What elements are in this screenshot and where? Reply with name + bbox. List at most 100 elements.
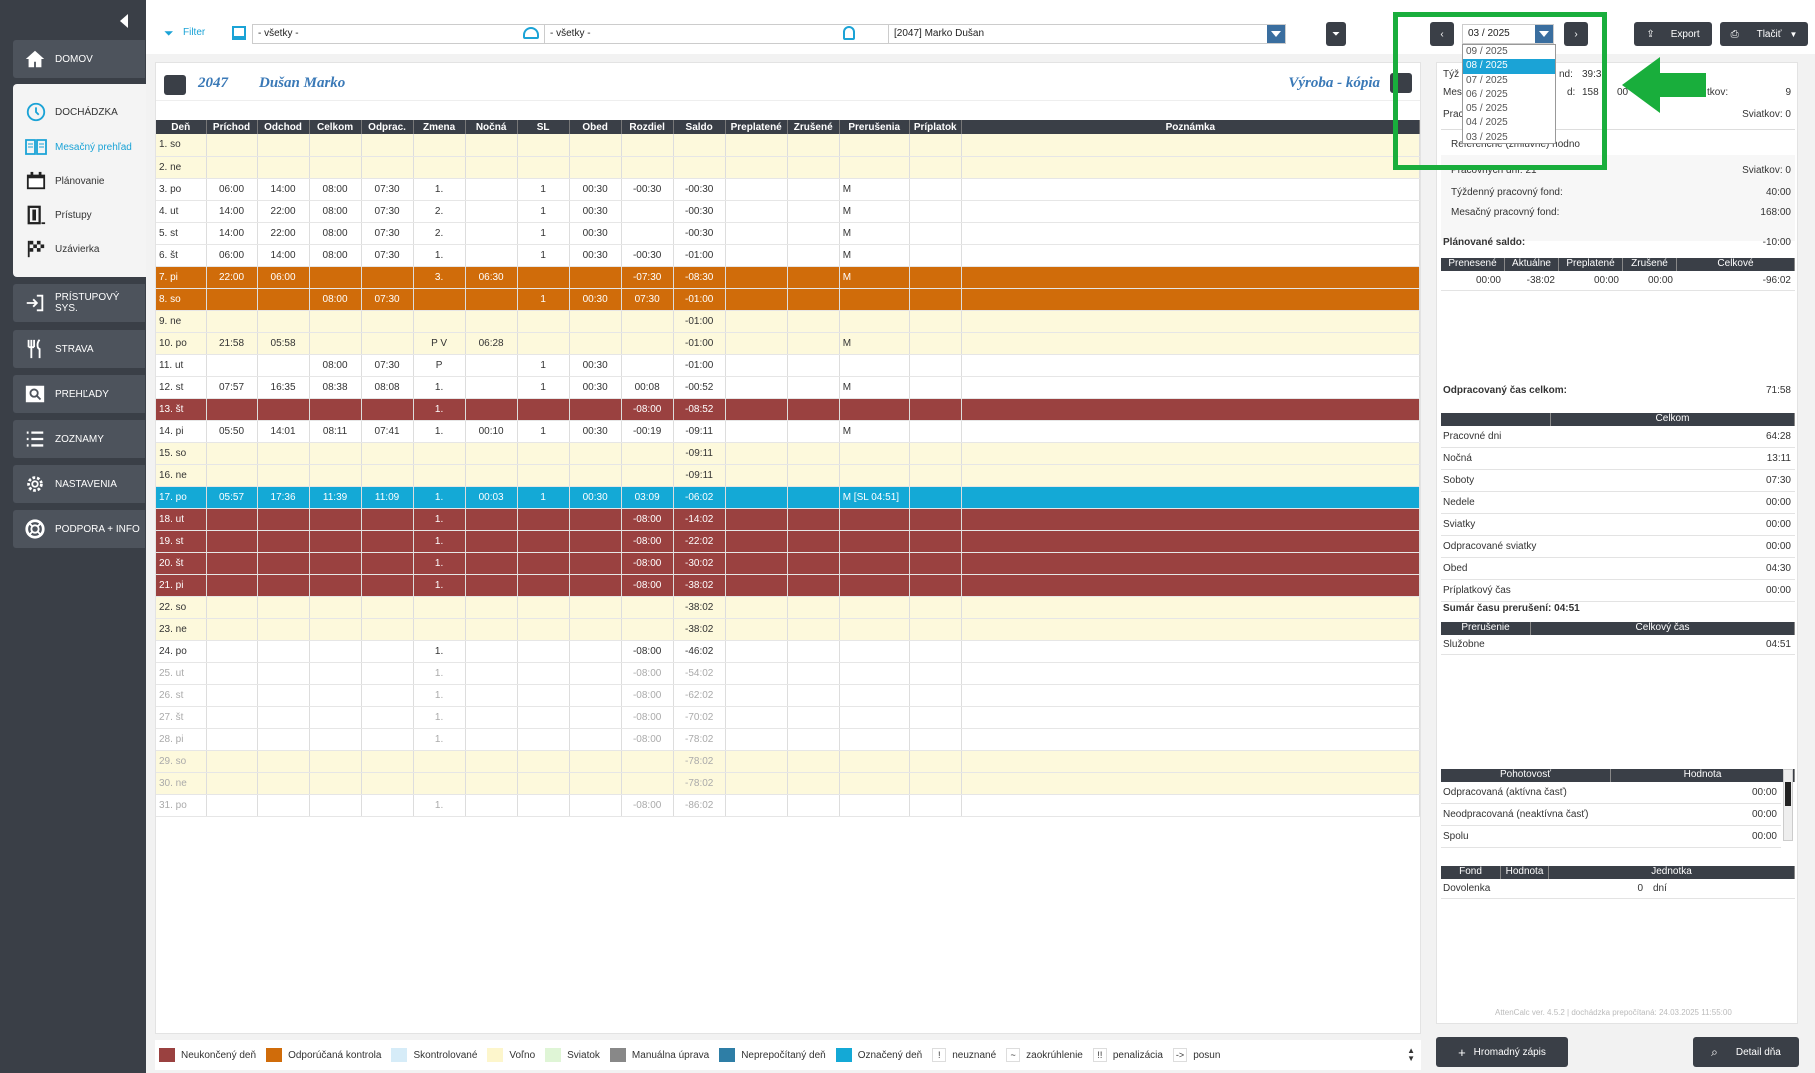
- table-cell[interactable]: [839, 288, 910, 311]
- table-cell[interactable]: 07:30: [621, 288, 674, 311]
- table-cell[interactable]: [206, 288, 258, 311]
- table-cell[interactable]: 05:50: [206, 420, 258, 443]
- table-cell[interactable]: 16. ne: [156, 464, 207, 487]
- table-cell[interactable]: -08:00: [621, 530, 674, 553]
- table-cell[interactable]: [839, 794, 910, 817]
- table-cell[interactable]: [909, 420, 962, 443]
- table-cell[interactable]: [787, 596, 840, 619]
- table-cell[interactable]: 1: [517, 178, 570, 201]
- column-header[interactable]: Prerušenia: [839, 120, 910, 134]
- table-cell[interactable]: [361, 750, 414, 773]
- table-cell[interactable]: [961, 574, 1421, 597]
- table-cell[interactable]: [961, 508, 1421, 531]
- table-cell[interactable]: -62:02: [673, 684, 726, 707]
- table-cell[interactable]: 1.: [413, 376, 466, 399]
- table-cell[interactable]: [361, 530, 414, 553]
- table-cell[interactable]: [569, 398, 622, 421]
- table-row[interactable]: 21. pi 1. -08:00 -38:02: [156, 574, 1421, 597]
- table-cell[interactable]: [465, 750, 518, 773]
- table-cell[interactable]: [361, 794, 414, 817]
- table-row[interactable]: 3. po 06:00 14:00 08:00 07:30 1. 1 00:30 -00:30-…: [156, 178, 1421, 201]
- table-cell[interactable]: [787, 156, 840, 179]
- table-cell[interactable]: [309, 398, 362, 421]
- table-cell[interactable]: [413, 596, 466, 619]
- period-option[interactable]: 05 / 2025: [1466, 103, 1508, 115]
- table-cell[interactable]: [517, 464, 570, 487]
- table-cell[interactable]: -30:02: [673, 552, 726, 575]
- table-cell[interactable]: P V: [413, 332, 466, 355]
- table-cell[interactable]: 08:00: [309, 222, 362, 245]
- nav-food[interactable]: STRAVA: [13, 330, 145, 368]
- table-cell[interactable]: -09:11: [673, 464, 726, 487]
- table-cell[interactable]: -08:00: [621, 508, 674, 531]
- table-cell[interactable]: [909, 486, 962, 509]
- table-cell[interactable]: [725, 288, 788, 311]
- table-cell[interactable]: [961, 684, 1421, 707]
- filter-label[interactable]: Filter: [183, 27, 206, 38]
- table-cell[interactable]: [569, 464, 622, 487]
- table-cell[interactable]: 1: [517, 376, 570, 399]
- table-cell[interactable]: [517, 706, 570, 729]
- table-cell[interactable]: [465, 618, 518, 641]
- legend-scroll[interactable]: ▲ ▼: [1407, 1046, 1415, 1063]
- table-cell[interactable]: [725, 178, 788, 201]
- table-cell[interactable]: [839, 618, 910, 641]
- table-cell[interactable]: [257, 706, 310, 729]
- table-cell[interactable]: [961, 156, 1421, 179]
- table-cell[interactable]: [787, 794, 840, 817]
- table-cell[interactable]: [725, 464, 788, 487]
- table-cell[interactable]: [206, 310, 258, 333]
- table-cell[interactable]: [517, 332, 570, 355]
- table-cell[interactable]: [206, 530, 258, 553]
- table-cell[interactable]: [309, 772, 362, 795]
- table-cell[interactable]: M: [839, 376, 910, 399]
- nav-access[interactable]: Prístupy: [13, 198, 146, 232]
- table-cell[interactable]: [413, 618, 466, 641]
- table-cell[interactable]: [909, 640, 962, 663]
- table-cell[interactable]: [787, 640, 840, 663]
- table-row[interactable]: 24. po 1. -08:00 -46:02: [156, 640, 1421, 663]
- table-cell[interactable]: 14:01: [257, 420, 310, 443]
- table-cell[interactable]: [961, 178, 1421, 201]
- column-header[interactable]: Odchod: [257, 120, 310, 134]
- table-cell[interactable]: [309, 750, 362, 773]
- table-cell[interactable]: [465, 596, 518, 619]
- table-cell[interactable]: [961, 332, 1421, 355]
- table-row[interactable]: 12. st 07:57 16:35 08:38 08:08 1. 1 00:30 00:08-…: [156, 376, 1421, 399]
- table-cell[interactable]: [361, 618, 414, 641]
- table-cell[interactable]: [909, 750, 962, 773]
- table-cell[interactable]: [569, 266, 622, 289]
- table-cell[interactable]: 1. so: [156, 134, 207, 157]
- table-cell[interactable]: [725, 772, 788, 795]
- mass-entry-button[interactable]: + Hromadný zápis: [1436, 1037, 1568, 1067]
- table-cell[interactable]: 1.: [413, 486, 466, 509]
- table-cell[interactable]: [206, 574, 258, 597]
- table-cell[interactable]: 11:39: [309, 486, 362, 509]
- table-cell[interactable]: [465, 794, 518, 817]
- table-cell[interactable]: 28. pi: [156, 728, 207, 751]
- table-cell[interactable]: [909, 200, 962, 223]
- collapse-sidebar-icon[interactable]: [120, 14, 128, 28]
- table-cell[interactable]: 20. št: [156, 552, 207, 575]
- table-cell[interactable]: 08:00: [309, 200, 362, 223]
- table-cell[interactable]: [257, 618, 310, 641]
- table-cell[interactable]: 19. st: [156, 530, 207, 553]
- table-cell[interactable]: -09:11: [673, 442, 726, 465]
- group-select[interactable]: - všetky -: [544, 24, 932, 44]
- table-cell[interactable]: [257, 134, 310, 157]
- table-cell[interactable]: M [SL 04:51]: [839, 486, 910, 509]
- nav-support[interactable]: PODPORA + INFO: [13, 510, 145, 548]
- table-cell[interactable]: [961, 266, 1421, 289]
- table-cell[interactable]: 25. ut: [156, 662, 207, 685]
- table-cell[interactable]: [257, 442, 310, 465]
- table-cell[interactable]: [961, 420, 1421, 443]
- table-cell[interactable]: [569, 530, 622, 553]
- table-cell[interactable]: [309, 530, 362, 553]
- table-cell[interactable]: [413, 134, 466, 157]
- column-header[interactable]: Poznámka: [961, 120, 1421, 134]
- table-cell[interactable]: [725, 486, 788, 509]
- nav-home[interactable]: DOMOV: [13, 40, 145, 78]
- table-cell[interactable]: [787, 420, 840, 443]
- table-cell[interactable]: 00:30: [569, 376, 622, 399]
- table-cell[interactable]: [206, 750, 258, 773]
